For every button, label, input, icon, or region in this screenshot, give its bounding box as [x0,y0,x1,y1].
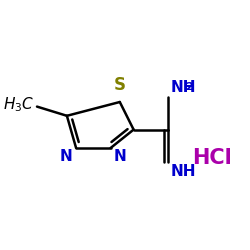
Text: S: S [114,76,126,94]
Text: N: N [114,149,127,164]
Text: 2: 2 [185,82,193,92]
Text: N: N [60,149,73,164]
Text: NH: NH [170,164,196,179]
Text: NH: NH [170,80,196,95]
Text: HCl: HCl [192,148,232,168]
Text: $H_3C$: $H_3C$ [4,95,35,114]
